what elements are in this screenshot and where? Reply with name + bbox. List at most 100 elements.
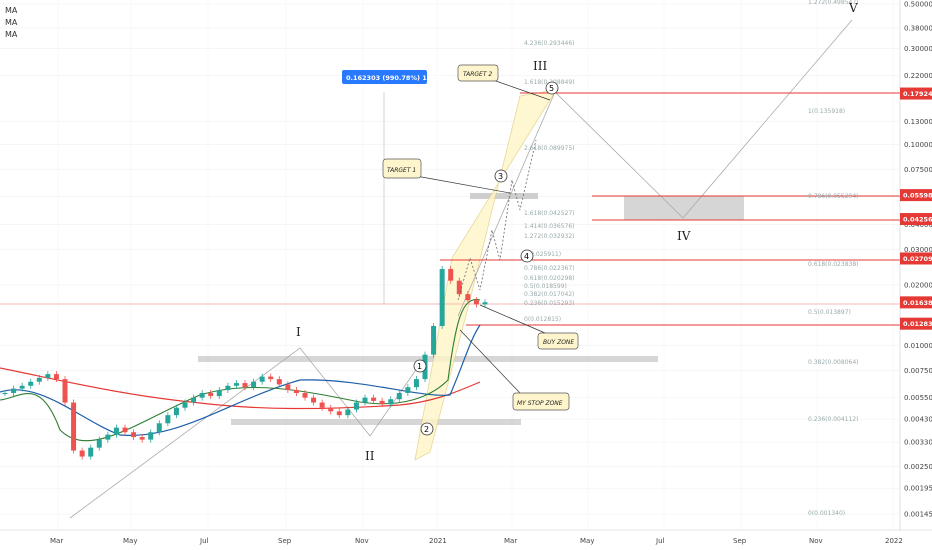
fib-level-label: 2.618(0.089975) xyxy=(524,145,575,152)
candle-body xyxy=(11,388,17,393)
x-tick-label: 2022 xyxy=(885,537,903,545)
candle-body xyxy=(131,432,137,438)
candle-body xyxy=(396,392,402,400)
stop-zone-note[interactable]: MY STOP ZONE xyxy=(459,329,570,411)
wave-v-label: V xyxy=(848,1,858,15)
candle-body xyxy=(276,379,282,385)
svg-text:TARGET 1: TARGET 1 xyxy=(387,167,416,174)
svg-text:BUY ZONE: BUY ZONE xyxy=(543,339,574,346)
subwave-5: 5 xyxy=(545,81,559,95)
candle-body xyxy=(28,381,34,386)
wave-i-label: I xyxy=(296,325,301,339)
chart-grid xyxy=(0,0,900,530)
projection-path xyxy=(457,139,537,301)
price-tag xyxy=(900,252,932,265)
measure-tooltip: 0.162303 (990.78%) 162303 xyxy=(342,70,449,84)
candle-body xyxy=(36,377,42,382)
candle-body xyxy=(233,383,239,386)
price-tag-label: 0.012835 xyxy=(903,320,932,328)
fib-level-label: 1(0.135918) xyxy=(808,108,845,115)
candle-body xyxy=(199,392,205,398)
candle-body xyxy=(191,397,197,403)
candle-body xyxy=(173,407,179,416)
x-tick-label: May xyxy=(123,537,137,545)
candle-body xyxy=(456,280,462,295)
price-tag-label: 0.016385 xyxy=(903,299,932,307)
candle-body xyxy=(362,397,368,403)
target2-note[interactable]: TARGET 2 xyxy=(457,64,551,101)
price-tag-label: 0.055988 xyxy=(903,192,932,200)
candle-body xyxy=(293,390,299,393)
svg-text:MY STOP ZONE: MY STOP ZONE xyxy=(517,400,563,407)
price-tag xyxy=(900,296,932,309)
candle-body xyxy=(182,402,188,408)
ma-green xyxy=(0,299,481,442)
candle-body xyxy=(208,392,214,397)
candle-body xyxy=(19,385,25,389)
x-tick-label: Jul xyxy=(655,537,665,545)
target1-note[interactable]: TARGET 1 xyxy=(382,158,511,194)
candle-body xyxy=(148,432,154,440)
candle-body xyxy=(242,383,248,388)
fib-level-label: 0.382(0.017042) xyxy=(524,291,575,298)
candle-body xyxy=(216,390,222,397)
fib-level-label: 0(0.012815) xyxy=(524,316,561,323)
indicator-ma-1[interactable]: MA xyxy=(5,6,18,15)
candle-body xyxy=(45,374,51,378)
candle-body xyxy=(285,384,291,391)
subwave-2: 2 xyxy=(420,422,434,436)
x-tick-label: Mar xyxy=(50,537,63,545)
svg-text:TARGET 2: TARGET 2 xyxy=(463,71,492,78)
buy-zone-note[interactable]: BUY ZONE xyxy=(479,304,579,350)
fib-level-label: 1.272(0.498547) xyxy=(808,0,859,6)
candle-body xyxy=(88,447,94,457)
svg-text:1: 1 xyxy=(417,362,422,371)
fib-levels: 1.272(0.498547)4.236(0.293446)1.618(0.20… xyxy=(524,0,859,517)
x-tick-label: Jul xyxy=(199,537,209,545)
indicator-ma-2[interactable]: MA xyxy=(5,18,18,27)
x-tick-label: Sep xyxy=(733,537,747,545)
candle-body xyxy=(473,300,479,305)
indicator-ma-3[interactable]: MA xyxy=(5,30,18,39)
fib-level-label: 0.618(0.020298) xyxy=(524,275,575,282)
candle-body xyxy=(465,294,471,301)
price-tag xyxy=(900,317,932,330)
fib-level-label: 0.786(0.055294) xyxy=(808,193,859,200)
candle-body xyxy=(379,400,385,405)
subwave-1: 1 xyxy=(413,359,427,373)
candle-body xyxy=(122,427,128,433)
subwave-3: 3 xyxy=(494,169,508,183)
price-tag xyxy=(900,189,932,202)
fib-level-label: 0.236(0.015293) xyxy=(524,300,575,307)
price-tag xyxy=(900,87,932,100)
resistance-zone xyxy=(198,356,658,362)
x-tick-label: Sep xyxy=(278,537,292,545)
candle-body xyxy=(388,399,394,405)
x-axis[interactable]: Mar May Jul Sep Nov 2021 Mar May Jul Sep Nov 2022 xyxy=(50,537,903,545)
candle-body xyxy=(336,411,342,416)
candle-body xyxy=(345,409,351,416)
candle-body xyxy=(225,385,231,391)
candle-body xyxy=(405,387,411,393)
candle-body xyxy=(96,439,102,448)
candle-body xyxy=(319,402,325,408)
candle-body xyxy=(259,376,265,382)
fib-level-label: 1.414(0.036576) xyxy=(524,223,575,230)
price-tag xyxy=(900,213,932,226)
